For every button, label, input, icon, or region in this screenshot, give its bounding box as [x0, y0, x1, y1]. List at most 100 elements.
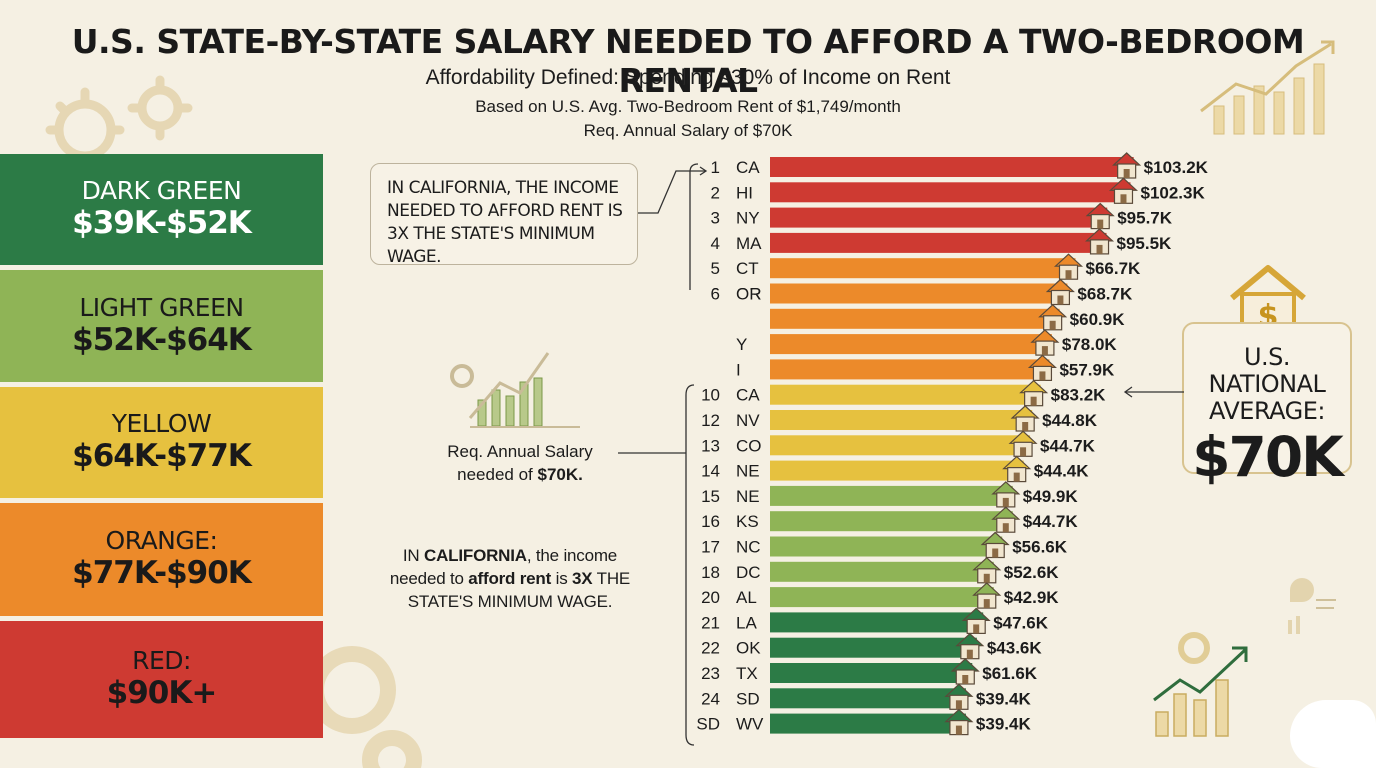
- state-label: SD: [736, 689, 760, 708]
- label-mask: [688, 290, 754, 380]
- house-icon-door: [983, 573, 990, 583]
- state-label: HI: [736, 183, 753, 202]
- bar: [770, 435, 1031, 456]
- legend-item: YELLOW $64K-$77K: [0, 387, 323, 498]
- value-label: $102.3K: [1140, 183, 1205, 202]
- state-label: AL: [736, 588, 757, 607]
- bar: [770, 663, 973, 683]
- state-label: NE: [736, 462, 760, 481]
- state-label: MA: [736, 234, 762, 253]
- value-label: $57.9K: [1059, 360, 1115, 379]
- rank-label: 23: [701, 664, 720, 683]
- bar: [770, 359, 1050, 380]
- state-label: WV: [736, 715, 764, 734]
- national-average-value: $70K: [1192, 425, 1343, 489]
- bar: [770, 232, 1107, 253]
- house-icon-door: [1065, 270, 1072, 280]
- state-label: CT: [736, 259, 759, 278]
- value-label: $44.7K: [1040, 436, 1096, 455]
- subtitle-rent: Based on U.S. Avg. Two-Bedroom Rent of $…: [475, 97, 901, 116]
- bar: [770, 384, 1041, 405]
- state-label: OR: [736, 285, 762, 304]
- value-label: $44.7K: [1023, 512, 1079, 531]
- state-label: OK: [736, 639, 761, 658]
- national-average-card: U.S. NATIONAL AVERAGE: $70K: [1182, 322, 1352, 489]
- rank-label: 17: [701, 538, 720, 557]
- house-icon-door: [1096, 244, 1103, 254]
- house-icon-door: [973, 624, 980, 634]
- rank-label: 10: [701, 386, 720, 405]
- value-label: $95.5K: [1117, 234, 1173, 253]
- legend-item-name: ORANGE:: [105, 526, 218, 556]
- value-label: $42.9K: [1004, 588, 1060, 607]
- value-label: $95.7K: [1117, 209, 1173, 228]
- bar: [770, 536, 1003, 557]
- legend-item: LIGHT GREEN $52K-$64K: [0, 270, 323, 382]
- state-label: I: [736, 360, 741, 379]
- legend-item-range: $64K-$77K: [72, 438, 252, 475]
- state-label: LA: [736, 613, 757, 632]
- gear-icon: [322, 646, 422, 768]
- rank-label: 15: [701, 487, 720, 506]
- house-icon-door: [1020, 447, 1027, 457]
- house-icon-door: [1002, 497, 1009, 507]
- rank-label: 16: [701, 512, 720, 531]
- value-label: $60.9K: [1070, 310, 1126, 329]
- bar: [770, 207, 1108, 228]
- pie-chart-icon: [1288, 578, 1336, 634]
- required-salary-label-2: needed of: [457, 465, 533, 484]
- rank-label: 24: [701, 689, 720, 708]
- national-average-label-2: AVERAGE:: [1208, 397, 1326, 425]
- bar: [770, 308, 1060, 329]
- subtitle: Affordability Defined: Spending ≤30% of …: [425, 66, 951, 89]
- bar: [770, 612, 984, 633]
- bracket-line: [689, 163, 699, 292]
- state-label: CA: [736, 158, 760, 177]
- value-label: $68.7K: [1077, 285, 1133, 304]
- bar: [770, 637, 977, 658]
- legend-item-name: YELLOW: [111, 409, 212, 439]
- rank-label: 12: [701, 411, 720, 430]
- value-label: $66.7K: [1086, 259, 1142, 278]
- house-icon-door: [1013, 472, 1020, 482]
- rank-label: 4: [711, 234, 720, 253]
- state-label: Y: [736, 335, 747, 354]
- legend-item-range: $90K+: [106, 675, 218, 712]
- state-label: NC: [736, 538, 761, 557]
- legend-item: ORANGE: $77K-$90K: [0, 503, 323, 616]
- house-icon-door: [992, 548, 999, 558]
- bar: [770, 410, 1033, 430]
- house-icon-door: [1049, 320, 1056, 330]
- house-icon-door: [1030, 396, 1037, 406]
- value-label: $39.4K: [976, 689, 1032, 708]
- bar: [770, 561, 994, 582]
- subtitle-salary: Req. Annual Salary of $70K: [583, 121, 793, 140]
- white-blob: [1290, 700, 1376, 768]
- arrow-to-chart: [1123, 386, 1184, 398]
- house-icon-door: [955, 725, 962, 735]
- callout-california: IN CALIFORNIA, THE INCOME NEEDED TO AFFO…: [370, 163, 638, 267]
- legend-item-range: $77K-$90K: [72, 555, 252, 592]
- house-icon-door: [1022, 422, 1029, 431]
- value-label: $47.6K: [993, 613, 1049, 632]
- growth-chart-icon: [450, 352, 580, 428]
- legend-item-range: $39K-$52K: [72, 205, 252, 242]
- rank-label: 3: [711, 209, 720, 228]
- connector-line: [638, 166, 708, 214]
- house-icon-door: [955, 700, 962, 710]
- bar: [770, 157, 1134, 177]
- bar: [770, 258, 1076, 279]
- house-icon-door: [1057, 295, 1064, 305]
- value-label: $44.8K: [1042, 411, 1098, 430]
- state-label: NE: [736, 487, 760, 506]
- state-label: CO: [736, 436, 762, 455]
- house-icon-door: [1097, 219, 1104, 229]
- value-label: $44.4K: [1034, 462, 1090, 481]
- state-label: NY: [736, 209, 760, 228]
- page-title: U.S. STATE-BY-STATE SALARY NEEDED TO AFF…: [71, 22, 1305, 100]
- value-label: $83.2K: [1051, 386, 1107, 405]
- rank-label: 22: [701, 639, 720, 658]
- rank-label: 5: [711, 259, 720, 278]
- bar: [770, 334, 1052, 355]
